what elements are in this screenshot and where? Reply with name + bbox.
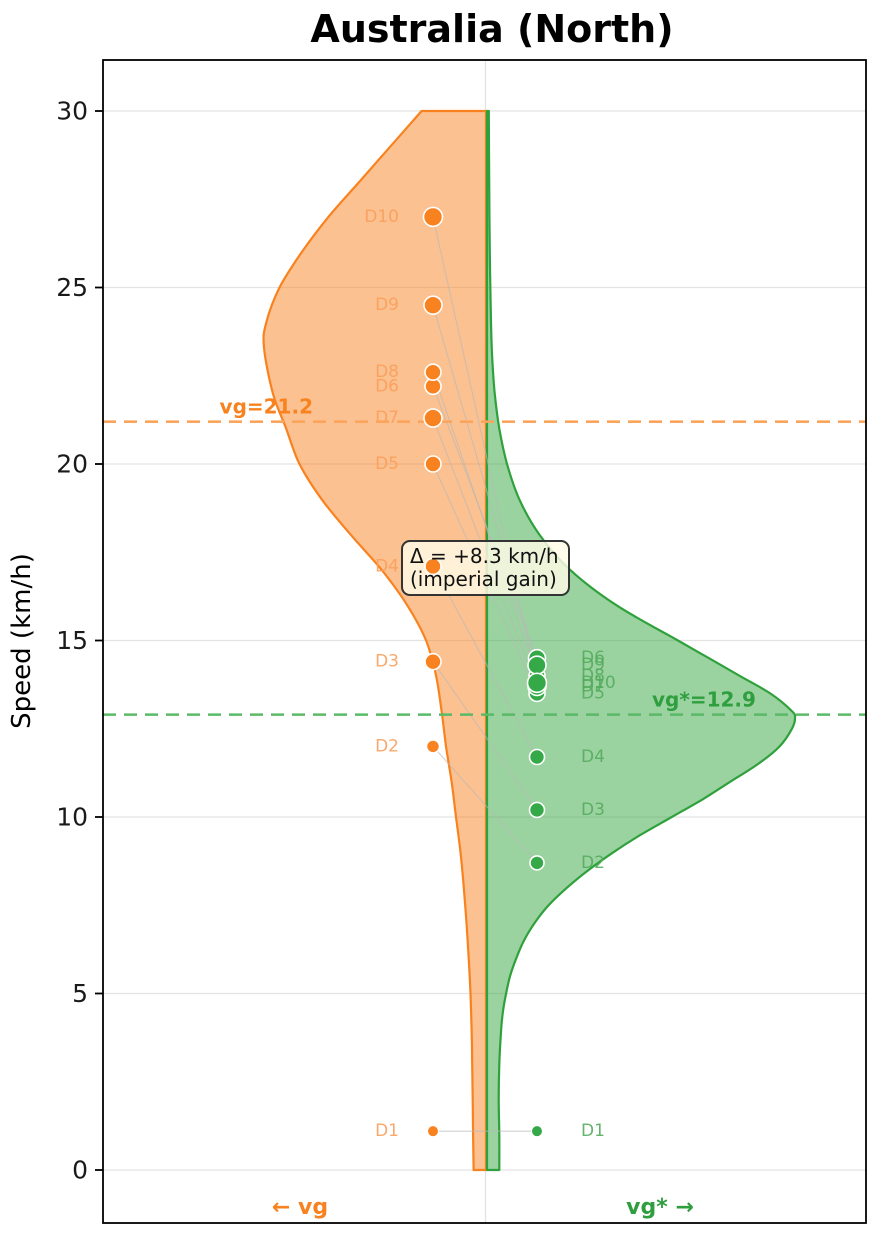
data-point-vg-D3[interactable] — [424, 652, 442, 671]
point-label-vg-D2: D2 — [375, 736, 399, 756]
bottom-label-vg: ← vg — [272, 1195, 328, 1220]
data-point-vg-D9[interactable] — [423, 295, 443, 315]
annotation-line1: Δ = +8.3 km/h — [410, 544, 559, 568]
data-point-vgstar-D3[interactable] — [528, 801, 546, 819]
connector-D10 — [432, 216, 538, 683]
y-tick-label-15: 15 — [56, 626, 88, 655]
data-point-vgstar-D4[interactable] — [528, 748, 546, 766]
data-point-vgstar-D1[interactable] — [531, 1125, 543, 1138]
data-point-vg-D1[interactable] — [427, 1125, 439, 1138]
point-label-vg-D9: D9 — [375, 295, 399, 315]
data-point-vg-D10[interactable] — [422, 206, 444, 228]
annotation-box — [401, 540, 570, 596]
mean-label-vg: vg=21.2 — [220, 395, 313, 419]
point-label-vg-D4: D4 — [375, 556, 399, 576]
y-tick-label-10: 10 — [56, 803, 88, 832]
plot-border — [102, 59, 867, 1224]
point-label-vgstar-D4: D4 — [581, 747, 605, 767]
connector-D6 — [432, 386, 538, 659]
point-label-vgstar-D8: D8 — [581, 666, 605, 686]
connector-D4 — [432, 566, 538, 758]
point-labels: D1D2D3D4D5D6D7D8D9D10D1D2D3D4D5D6D7D8D9D… — [364, 207, 615, 1141]
y-tick-label-20: 20 — [56, 450, 88, 479]
data-point-vg-D4[interactable] — [424, 557, 442, 576]
point-label-vg-D3: D3 — [375, 652, 399, 672]
point-label-vgstar-D9: D9 — [581, 655, 605, 675]
point-label-vgstar-D10: D10 — [581, 673, 616, 693]
point-label-vg-D1: D1 — [375, 1121, 399, 1141]
annotation-box-layer — [401, 540, 570, 596]
connector-D2 — [432, 746, 538, 864]
annotation-line2: (imperial gain) — [410, 567, 557, 591]
bottom-label-vgstar: vg* → — [626, 1195, 694, 1220]
point-label-vgstar-D3: D3 — [581, 800, 605, 820]
point-label-vg-D7: D7 — [375, 408, 399, 428]
point-label-vg-D10: D10 — [364, 207, 399, 227]
point-label-vgstar-D5: D5 — [581, 683, 605, 703]
data-point-vg-D2[interactable] — [425, 739, 441, 754]
axes: 0 5 10 15 20 25 30 — [56, 59, 867, 1224]
point-label-vg-D8: D8 — [375, 362, 399, 382]
y-tick-label-25: 25 — [56, 273, 88, 302]
static-text: Australia (North) Speed (km/h) ← vg vg* … — [7, 7, 694, 1220]
point-label-vg-D6: D6 — [375, 376, 399, 396]
y-tick-label-5: 5 — [72, 979, 88, 1008]
data-points — [422, 206, 548, 1138]
violin-vgstar — [485, 109, 797, 1172]
data-point-vg-D7[interactable] — [423, 408, 443, 428]
mean-lines: vg=21.2 vg*=12.9 — [103, 395, 866, 716]
point-label-vgstar-D1: D1 — [581, 1121, 605, 1141]
data-point-vgstar-D2[interactable] — [529, 855, 545, 871]
connector-D3 — [432, 661, 538, 811]
point-label-vgstar-D6: D6 — [581, 648, 605, 668]
mean-label-vgstar: vg*=12.9 — [652, 688, 756, 712]
y-tick-label-0: 0 — [72, 1156, 88, 1185]
point-label-vgstar-D7: D7 — [581, 676, 605, 696]
data-point-vgstar-D10[interactable] — [526, 672, 548, 694]
data-point-vg-D5[interactable] — [424, 455, 442, 473]
y-tick-label-30: 30 — [56, 97, 88, 126]
annotation-text-layer: Δ = +8.3 km/h (imperial gain) — [410, 544, 559, 591]
data-point-vg-D8[interactable] — [424, 363, 442, 382]
point-label-vg-D5: D5 — [375, 454, 399, 474]
data-point-vgstar-D9[interactable] — [527, 655, 547, 676]
y-axis-label: Speed (km/h) — [7, 553, 37, 729]
point-label-vgstar-D2: D2 — [581, 853, 605, 873]
chart-title: Australia (North) — [310, 7, 673, 51]
